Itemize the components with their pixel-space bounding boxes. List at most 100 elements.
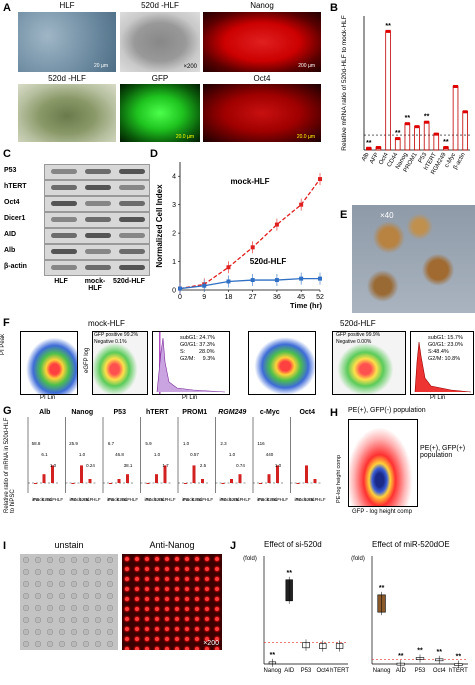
value-label: 116 xyxy=(257,441,265,446)
x-category-label: 520d -HLF xyxy=(154,497,176,502)
band xyxy=(85,169,111,174)
flow-ylabel-gfp: eGFP log xyxy=(84,347,90,373)
value-label: 0.74 xyxy=(236,463,245,468)
data-point xyxy=(250,245,255,250)
value-label: 2.5 xyxy=(200,463,207,468)
scale-bar-label: 20.0 µm xyxy=(175,134,194,140)
value-label: 1.0 xyxy=(275,463,282,468)
bar-cap xyxy=(453,84,458,88)
tick-label: Alb xyxy=(361,151,371,162)
bar xyxy=(423,121,430,151)
bar-cap xyxy=(395,137,401,141)
x-category-label: iPS xyxy=(32,497,39,502)
y-axis-label: Normalized Cell Index xyxy=(155,184,164,268)
y-axis-label: Relative mRNA ratio of 520d-HLF to mock-… xyxy=(341,15,348,150)
x-axis-label: Time (hr) xyxy=(290,301,322,310)
gfp-negative-520d: Negative 0.00% xyxy=(336,339,372,345)
x-tick-label: 27 xyxy=(249,294,257,301)
panel-label: C xyxy=(3,148,11,160)
x-category-label: 520d -HLF xyxy=(267,497,289,502)
significance-label: ** xyxy=(398,653,404,660)
cell-cycle-520d: subG1: 15.7% G0/G1: 23.0% S:48.4% G2/M: 10.… xyxy=(428,335,463,363)
value-label: 2.3 xyxy=(220,441,227,446)
bar xyxy=(296,483,300,484)
y-tick-label: 2 xyxy=(172,231,176,238)
blot-band xyxy=(44,196,150,212)
x-category-label: iPS xyxy=(257,497,264,502)
gene-label: c-Myc xyxy=(260,409,280,416)
panel-label: F xyxy=(3,317,10,329)
blot-row: hTERT xyxy=(4,180,150,196)
panel-b: B Alb ** AFP Oct4 ** CD44 ** Nanog ** PROM1 P53 ** h… xyxy=(330,0,475,200)
significance-label: ** xyxy=(417,648,423,655)
blot-row: Dicer1 xyxy=(4,212,150,228)
value-label: 46.8 xyxy=(115,452,124,457)
lane-label: HLF xyxy=(54,278,68,285)
data-point xyxy=(202,283,207,288)
micrograph-gfp: 20.0 µm xyxy=(120,84,200,142)
value-label: 5.9 xyxy=(145,441,152,446)
tick-label: Oct4 xyxy=(433,668,446,674)
blot-band xyxy=(44,244,150,260)
h-annotation-1: PE(+), GFP(-) population xyxy=(348,407,426,414)
value-label: 1.0 xyxy=(183,441,190,446)
bar-cap xyxy=(433,132,439,136)
value-label: 440 xyxy=(266,452,274,457)
tick-label: AID xyxy=(284,668,295,674)
panel-c: C P53 hTERT Oct4 Dicer1 AID Alb β-actin HLF moc… xyxy=(0,148,150,313)
bar xyxy=(192,465,196,483)
band xyxy=(119,169,145,174)
bar xyxy=(221,483,225,484)
cell-cycle-line: G2/M: 9.3% xyxy=(180,356,216,362)
bar-cap xyxy=(443,146,449,150)
band xyxy=(85,201,111,206)
value-label: 0.57 xyxy=(190,452,199,457)
panel-j: J Effect of si-520d Effect of miR-520dOE… xyxy=(230,540,475,685)
bar-cap xyxy=(404,122,410,126)
panel-label: I xyxy=(3,540,7,552)
blot-row: Oct4 xyxy=(4,196,150,212)
cell-cycle-line: G0/G1: 37.3% xyxy=(180,342,215,348)
bar xyxy=(109,483,112,484)
x-category-label: iPS xyxy=(219,497,226,502)
data-point xyxy=(299,202,304,207)
significance-label: ** xyxy=(436,649,442,656)
bar xyxy=(88,479,92,483)
significance-label: ** xyxy=(424,114,430,121)
panel-f: F mock-HLF 520d-HLF PI Peak PI Lin GFP p… xyxy=(0,315,475,405)
panel-g: G Relative ratio of mRNA in 520d-HLF to … xyxy=(0,405,330,520)
data-point xyxy=(274,278,279,283)
h-ylabel: PE-log height comp xyxy=(336,455,342,503)
tick-label: Oct4 xyxy=(378,151,390,166)
micrograph-unstain xyxy=(20,554,118,650)
cell-cycle-line: G0/G1: 23.0% xyxy=(428,342,463,348)
cell-cycle-mock: subG1: 24.7% G0/G1: 37.3% S: 28.0% G2/M: 9.… xyxy=(180,335,215,363)
x-tick-label: 45 xyxy=(297,294,305,301)
band xyxy=(51,169,77,174)
flow-ylabel: PI Peak xyxy=(0,333,6,355)
flow-dotplot-mock xyxy=(20,331,78,395)
blot-row: P53 xyxy=(4,164,150,180)
x-category-label: iPS xyxy=(294,497,301,502)
gene-label: Oct4 xyxy=(299,409,315,416)
h-xlabel: GFP - log height comp xyxy=(352,509,412,515)
bar xyxy=(80,465,83,483)
gfp-positive-520d: GFP positive 99.9% xyxy=(336,332,381,338)
x-tick-label: 52 xyxy=(316,294,324,301)
histogram-curve xyxy=(156,337,226,393)
micrograph-e: ×40 xyxy=(352,205,475,313)
x-category-label: mock -HLF xyxy=(295,497,317,502)
band xyxy=(85,233,111,238)
blot-band xyxy=(44,180,150,196)
520d-hlf-title: 520d-HLF xyxy=(340,319,376,328)
blot-label: AID xyxy=(4,231,17,238)
x-category-label: iPS xyxy=(144,497,151,502)
magnification-label: ×40 xyxy=(380,211,394,220)
blot-band xyxy=(44,164,150,180)
cell-cycle-line: S:48.4% xyxy=(428,349,449,355)
band xyxy=(85,249,111,254)
gene-label: P53 xyxy=(114,409,127,416)
scale-bar-label: 20.0 µm xyxy=(296,134,315,140)
